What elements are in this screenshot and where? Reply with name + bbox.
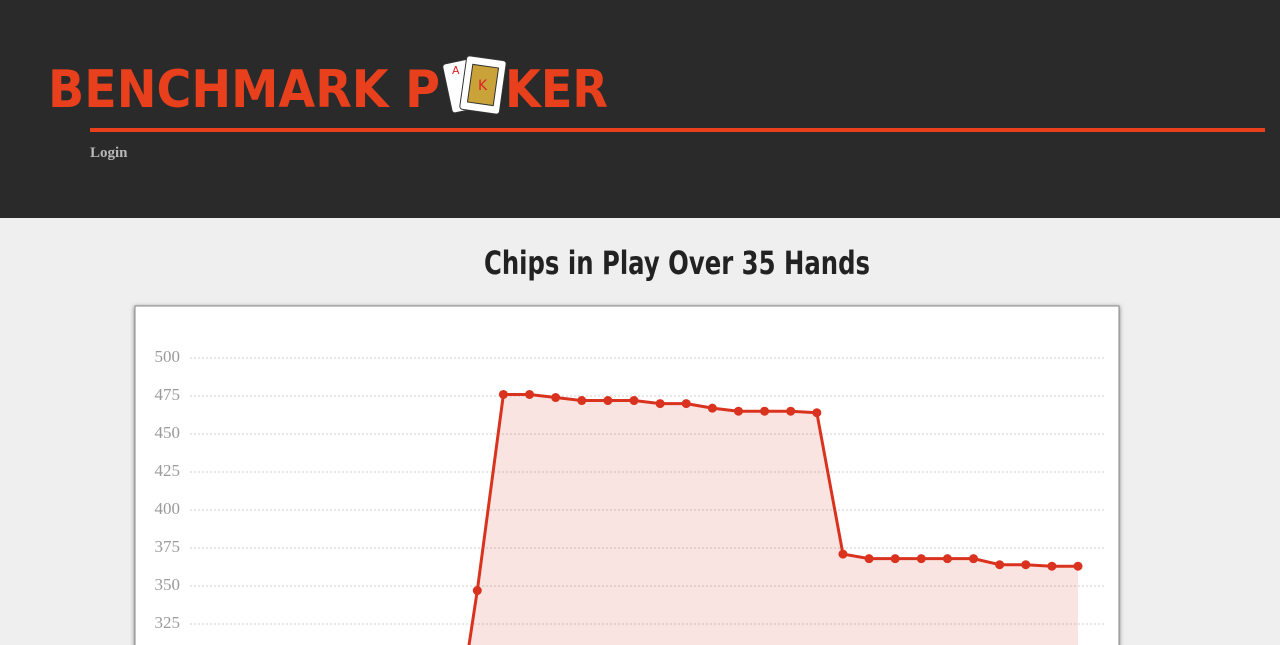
- logo-cards: A K: [442, 55, 507, 115]
- logo-text: BENCHMARK P: [48, 60, 440, 120]
- point: [786, 406, 796, 416]
- point: [681, 399, 691, 409]
- nav-link[interactable]: Login: [90, 145, 128, 161]
- y-tick-label: 475: [155, 385, 181, 404]
- point: [1021, 560, 1031, 570]
- point: [733, 406, 743, 416]
- point: [916, 554, 926, 564]
- y-tick-label: 500: [155, 347, 181, 366]
- chart-panel: [134, 305, 1120, 645]
- point: [498, 389, 508, 399]
- header: [0, 0, 1280, 218]
- point: [551, 393, 561, 403]
- point: [760, 406, 770, 416]
- area: [469, 394, 1078, 645]
- point: [603, 396, 613, 406]
- point: [1073, 561, 1083, 571]
- y-tick-label: 450: [155, 423, 181, 442]
- y-tick-label: 375: [155, 537, 181, 556]
- svg-text:A: A: [452, 64, 460, 77]
- point: [629, 396, 639, 406]
- chart-title: Chips in Play Over 35 Hands: [484, 244, 870, 282]
- point: [838, 549, 848, 559]
- point: [1047, 561, 1057, 571]
- svg-text:K: K: [478, 78, 488, 94]
- point: [812, 408, 822, 418]
- point: [655, 399, 665, 409]
- point: [942, 554, 952, 564]
- y-tick-label: 325: [155, 613, 181, 632]
- y-tick-label: 350: [155, 575, 181, 594]
- point: [472, 586, 482, 596]
- point: [525, 389, 535, 399]
- point: [577, 396, 587, 406]
- y-tick-label: 400: [155, 499, 181, 518]
- header-rule: [90, 128, 1265, 132]
- point: [890, 554, 900, 564]
- point: [995, 560, 1005, 570]
- y-tick-label: 425: [155, 461, 181, 480]
- point: [969, 554, 979, 564]
- logo-text: KER: [505, 60, 608, 120]
- point: [864, 554, 874, 564]
- point: [707, 403, 717, 413]
